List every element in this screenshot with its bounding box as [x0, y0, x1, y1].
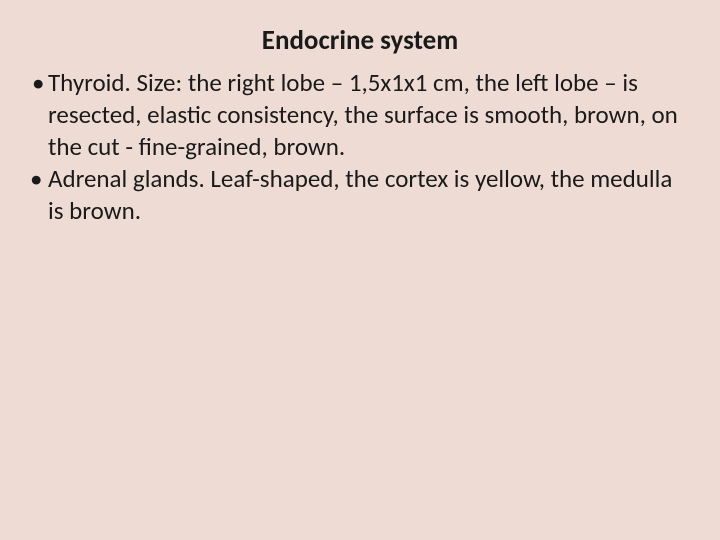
- list-item: Thyroid. Size: the right lobe – 1,5х1х1 …: [30, 67, 690, 163]
- bullet-list: Thyroid. Size: the right lobe – 1,5х1х1 …: [30, 67, 690, 227]
- slide: Endocrine system Thyroid. Size: the righ…: [0, 0, 720, 540]
- slide-title: Endocrine system: [30, 24, 690, 57]
- list-item: Adrenal glands. Leaf-shaped, the cortex …: [30, 163, 690, 227]
